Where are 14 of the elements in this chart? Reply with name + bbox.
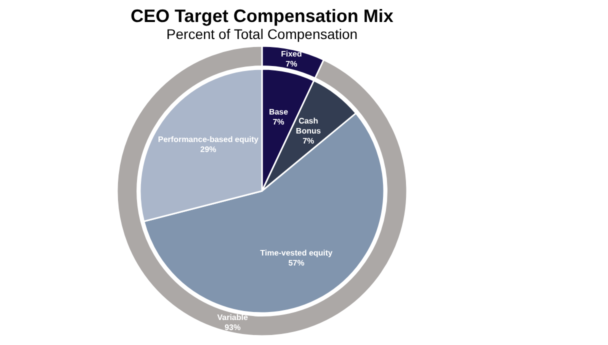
data-label: 29% (200, 144, 216, 154)
data-label: 7% (272, 117, 284, 126)
slice-label: Variable (217, 312, 248, 322)
slice-label: Base (268, 107, 289, 116)
data-label: 57% (288, 258, 304, 268)
chart-title: CEO Target Compensation Mix (130, 6, 394, 27)
slice-label: Performance-based equity (158, 134, 260, 144)
slice-label: Cash Bonus (296, 116, 322, 136)
slice-label: Fixed (280, 50, 302, 59)
data-label: 7% (286, 60, 298, 69)
slice-label: Time-vested equity (260, 248, 334, 258)
chart-subtitle: Percent of Total Compensation (165, 26, 359, 42)
data-label: 7% (302, 136, 314, 146)
data-label: 93% (224, 322, 241, 332)
